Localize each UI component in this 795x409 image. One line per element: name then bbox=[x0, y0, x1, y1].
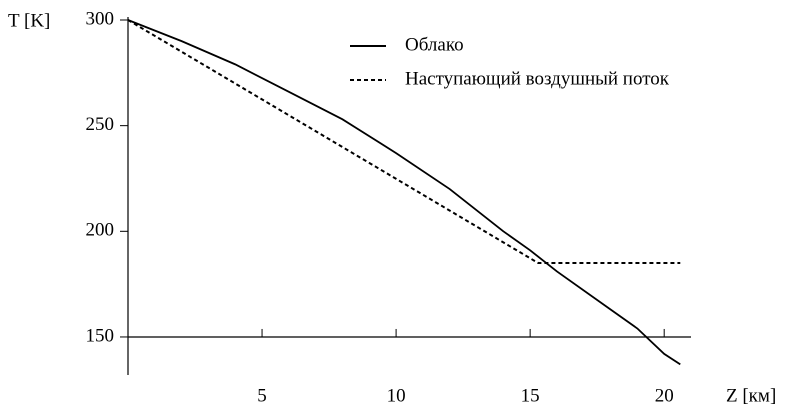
legend-label: Облако bbox=[405, 34, 464, 55]
y-axis-label: T [K] bbox=[8, 10, 50, 31]
y-tick-label: 250 bbox=[86, 114, 115, 135]
y-tick-label: 200 bbox=[86, 220, 115, 241]
x-axis-label: Z [км] bbox=[726, 385, 776, 406]
legend-label: Наступающий воздушный поток bbox=[405, 68, 670, 89]
x-tick-label: 5 bbox=[257, 385, 267, 406]
line bbox=[127, 19, 681, 265]
x-tick-label: 20 bbox=[655, 385, 674, 406]
y-tick-label: 300 bbox=[86, 8, 115, 29]
y-tick-label: 150 bbox=[86, 325, 115, 346]
x-tick-label: 15 bbox=[521, 385, 540, 406]
x-tick-label: 10 bbox=[387, 385, 406, 406]
line bbox=[127, 19, 681, 366]
